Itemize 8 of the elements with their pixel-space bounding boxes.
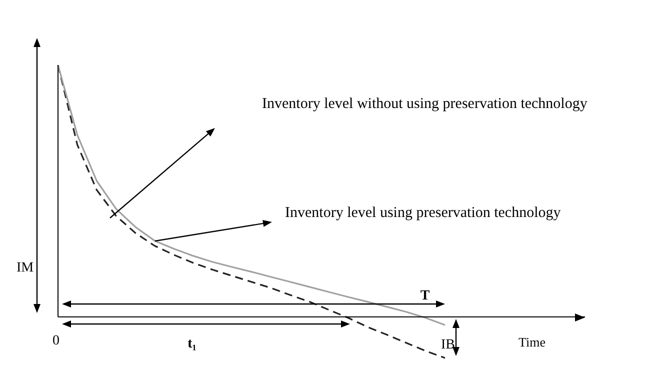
annotation: t₁ bbox=[188, 336, 196, 352]
annotation: Inventory level using preservation technology bbox=[285, 204, 562, 221]
annotation: 0 bbox=[52, 334, 60, 349]
text: IM bbox=[16, 260, 34, 276]
text: Time bbox=[518, 334, 546, 350]
annotation: IB bbox=[441, 338, 455, 353]
annotation: T bbox=[420, 288, 430, 304]
annotation: Inventory level without using preservation technology bbox=[262, 96, 588, 112]
